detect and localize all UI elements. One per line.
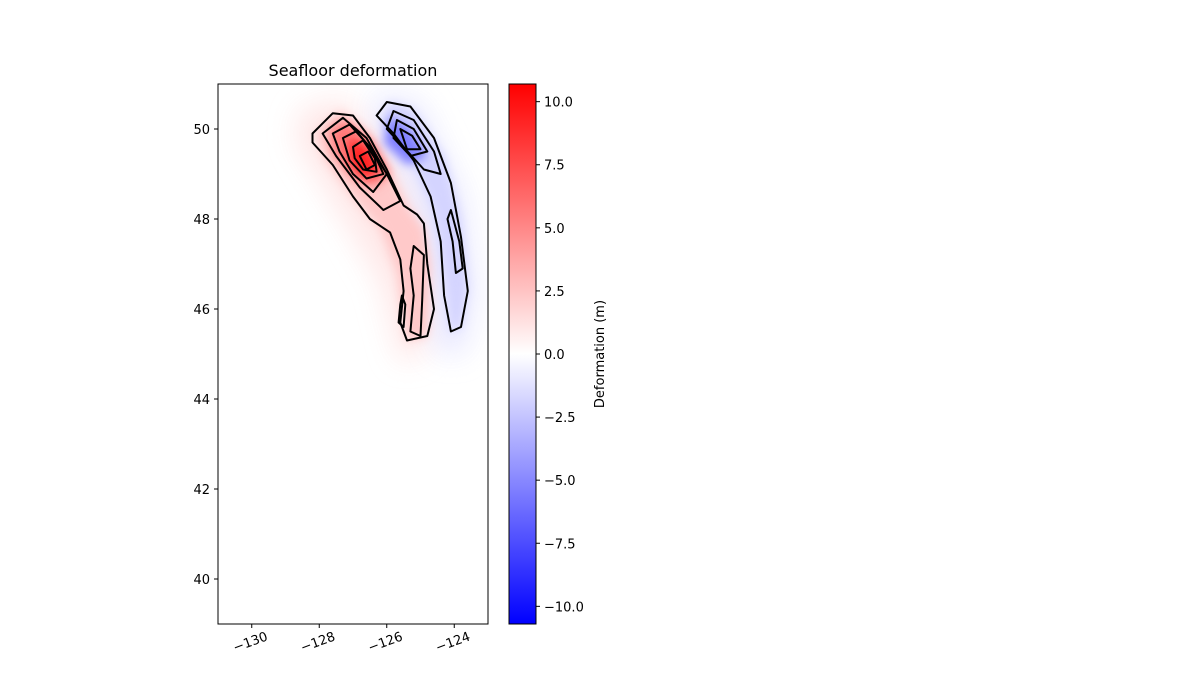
colorbar-tick-label: 5.0 bbox=[544, 222, 565, 237]
y-axis: 40 42 44 46 48 50 bbox=[193, 123, 218, 588]
x-tick-label: −130 bbox=[231, 630, 270, 656]
colorbar-label: Deformation (m) bbox=[593, 300, 608, 408]
subsidence-contour bbox=[446, 209, 464, 274]
plot-area bbox=[217, 83, 489, 625]
y-tick-label: 46 bbox=[193, 303, 210, 318]
uplift-contour bbox=[341, 130, 385, 180]
x-axis: −130 −128 −126 −124 bbox=[231, 624, 472, 656]
axes-frame bbox=[217, 83, 489, 625]
colorbar-gradient bbox=[508, 83, 537, 625]
contour-lines bbox=[311, 101, 469, 342]
colorbar-tick-label: −10.0 bbox=[544, 600, 584, 615]
uplift-contour bbox=[311, 112, 435, 342]
colorbar-tick-label: −5.0 bbox=[544, 474, 576, 489]
subsidence-core bbox=[383, 115, 428, 165]
colorbar-tick-label: 0.0 bbox=[544, 348, 565, 363]
colorbar: 10.0 7.5 5.0 2.5 0.0 −2.5 −5.0 −7.5 −10.0 Deform… bbox=[508, 83, 608, 625]
y-tick-label: 48 bbox=[193, 213, 210, 228]
subsidence-contour bbox=[399, 128, 422, 151]
x-tick-label: −126 bbox=[366, 630, 405, 656]
y-tick-label: 50 bbox=[193, 123, 210, 138]
y-tick-label: 42 bbox=[193, 483, 210, 498]
colorbar-tick-label: 2.5 bbox=[544, 285, 565, 300]
uplift-contour bbox=[409, 245, 425, 337]
y-tick-label: 44 bbox=[193, 393, 210, 408]
y-tick-label: 40 bbox=[193, 573, 210, 588]
colorbar-tick-label: −2.5 bbox=[544, 411, 576, 426]
subsidence-body bbox=[380, 102, 468, 332]
colorbar-tick-label: −7.5 bbox=[544, 537, 576, 552]
colorbar-ticks: 10.0 7.5 5.0 2.5 0.0 −2.5 −5.0 −7.5 −10.0 bbox=[536, 96, 584, 615]
subsidence-contour bbox=[392, 119, 429, 157]
x-tick-label: −124 bbox=[434, 630, 473, 656]
chart-title: Seafloor deformation bbox=[269, 61, 438, 80]
uplift-contour bbox=[397, 294, 407, 328]
uplift-contour bbox=[352, 139, 378, 173]
uplift-contour bbox=[358, 150, 376, 171]
uplift-contour bbox=[331, 123, 388, 193]
colorbar-tick-label: 10.0 bbox=[544, 96, 573, 111]
colorbar-tick-label: 7.5 bbox=[544, 159, 565, 174]
subsidence-contour bbox=[385, 110, 442, 175]
x-tick-label: −128 bbox=[299, 630, 338, 656]
